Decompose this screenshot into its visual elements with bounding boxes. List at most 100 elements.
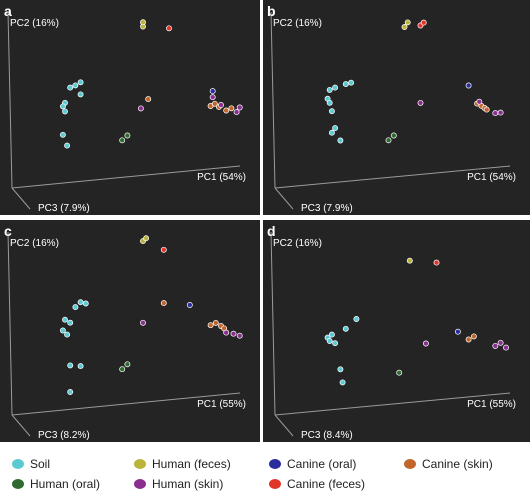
point-soil — [348, 79, 355, 86]
pc3-axis-label: PC3 (7.9%) — [38, 203, 90, 214]
point-canine-feces — [433, 259, 440, 266]
point-soil — [67, 84, 74, 91]
point-human-feces — [404, 19, 411, 26]
point-soil — [77, 363, 84, 370]
pc3-axis-line — [11, 414, 31, 437]
point-soil — [67, 319, 74, 326]
legend-swatch-canine-feces — [269, 479, 281, 489]
point-human-skin — [223, 329, 230, 336]
point-soil — [59, 131, 66, 138]
pc1-axis-line — [274, 392, 511, 416]
legend-label-human-oral: Human (oral) — [30, 477, 100, 491]
point-soil — [67, 362, 74, 369]
pc3-axis-line — [274, 187, 294, 210]
point-canine-skin — [483, 106, 490, 113]
point-soil — [339, 379, 346, 386]
point-soil — [337, 137, 344, 144]
panel-background — [263, 220, 530, 442]
point-human-skin — [137, 105, 144, 112]
point-human-skin — [218, 102, 224, 108]
point-human-oral — [385, 137, 392, 144]
point-soil — [326, 99, 333, 106]
point-human-skin — [422, 340, 429, 347]
point-human-skin — [503, 344, 509, 351]
pc2-axis-label: PC2 (16%) — [10, 18, 59, 29]
point-human-skin — [233, 109, 240, 116]
legend-label-soil: Soil — [30, 457, 50, 471]
legend-label-canine-skin: Canine (skin) — [422, 457, 493, 471]
point-canine-skin — [211, 100, 218, 107]
legend-swatch-human-feces — [134, 459, 146, 469]
point-human-oral — [119, 137, 126, 144]
point-soil — [59, 327, 66, 334]
panel-label: c — [4, 223, 12, 239]
legend-label-canine-feces: Canine (feces) — [287, 477, 365, 491]
pc1-axis-line — [11, 392, 241, 416]
pc2-axis-label: PC2 (16%) — [273, 18, 322, 29]
pc2-axis-line — [7, 231, 13, 416]
pc2-axis-line — [7, 11, 13, 189]
point-canine-skin — [228, 105, 235, 112]
pc3-axis-line — [11, 187, 31, 210]
point-human-feces — [401, 24, 408, 30]
pc2-axis-label: PC2 (16%) — [273, 238, 322, 249]
point-human-feces — [406, 257, 413, 264]
point-human-oral — [124, 361, 131, 368]
point-soil — [82, 300, 89, 307]
point-soil — [62, 108, 68, 115]
point-soil — [64, 142, 71, 149]
point-soil — [328, 108, 335, 115]
point-canine-skin — [160, 300, 167, 307]
point-human-skin — [492, 110, 499, 117]
point-soil — [337, 366, 344, 373]
point-soil — [328, 129, 335, 136]
pc2-axis-line — [270, 231, 276, 416]
point-human-skin — [497, 339, 504, 346]
point-human-skin — [497, 109, 504, 116]
point-canine-oral — [454, 328, 461, 335]
point-canine-skin — [212, 319, 219, 326]
point-canine-skin — [207, 322, 214, 329]
point-canine-feces — [166, 25, 172, 32]
pc2-axis-label: PC2 (16%) — [10, 238, 59, 249]
legend-swatch-canine-skin — [404, 459, 416, 469]
point-soil — [332, 125, 339, 132]
point-soil — [72, 82, 79, 89]
legend-label-human-skin: Human (skin) — [152, 477, 223, 491]
point-human-skin — [140, 319, 146, 326]
point-soil — [77, 79, 84, 86]
legend-label-canine-oral: Canine (oral) — [287, 457, 356, 471]
point-human-skin — [230, 330, 237, 337]
point-human-feces — [140, 19, 146, 26]
point-human-skin — [417, 99, 424, 106]
point-canine-feces — [160, 246, 167, 253]
point-human-skin — [236, 104, 243, 111]
legend-label-human-feces: Human (feces) — [152, 457, 231, 471]
point-canine-skin — [223, 107, 230, 114]
pc1-axis-label: PC1 (55%) — [197, 399, 246, 410]
point-soil — [77, 299, 84, 306]
pc1-axis-label: PC1 (54%) — [197, 172, 246, 183]
pc3-axis-label: PC3 (7.9%) — [301, 203, 353, 214]
panel-background — [0, 220, 260, 442]
point-soil — [59, 103, 66, 110]
point-soil — [332, 84, 339, 91]
panel-label: b — [267, 3, 276, 19]
legend-swatch-human-skin — [134, 479, 146, 489]
point-canine-oral — [465, 82, 472, 89]
point-human-skin — [476, 98, 483, 105]
point-soil — [332, 340, 339, 347]
point-soil — [67, 389, 74, 395]
point-soil — [62, 316, 68, 323]
point-soil — [342, 325, 349, 332]
point-canine-skin — [470, 333, 477, 340]
pc1-axis-label: PC1 (54%) — [467, 172, 516, 183]
point-soil — [353, 316, 360, 322]
pc2-axis-line — [270, 11, 276, 189]
pc3-axis-label: PC3 (8.4%) — [301, 430, 353, 441]
point-canine-oral — [186, 302, 193, 308]
